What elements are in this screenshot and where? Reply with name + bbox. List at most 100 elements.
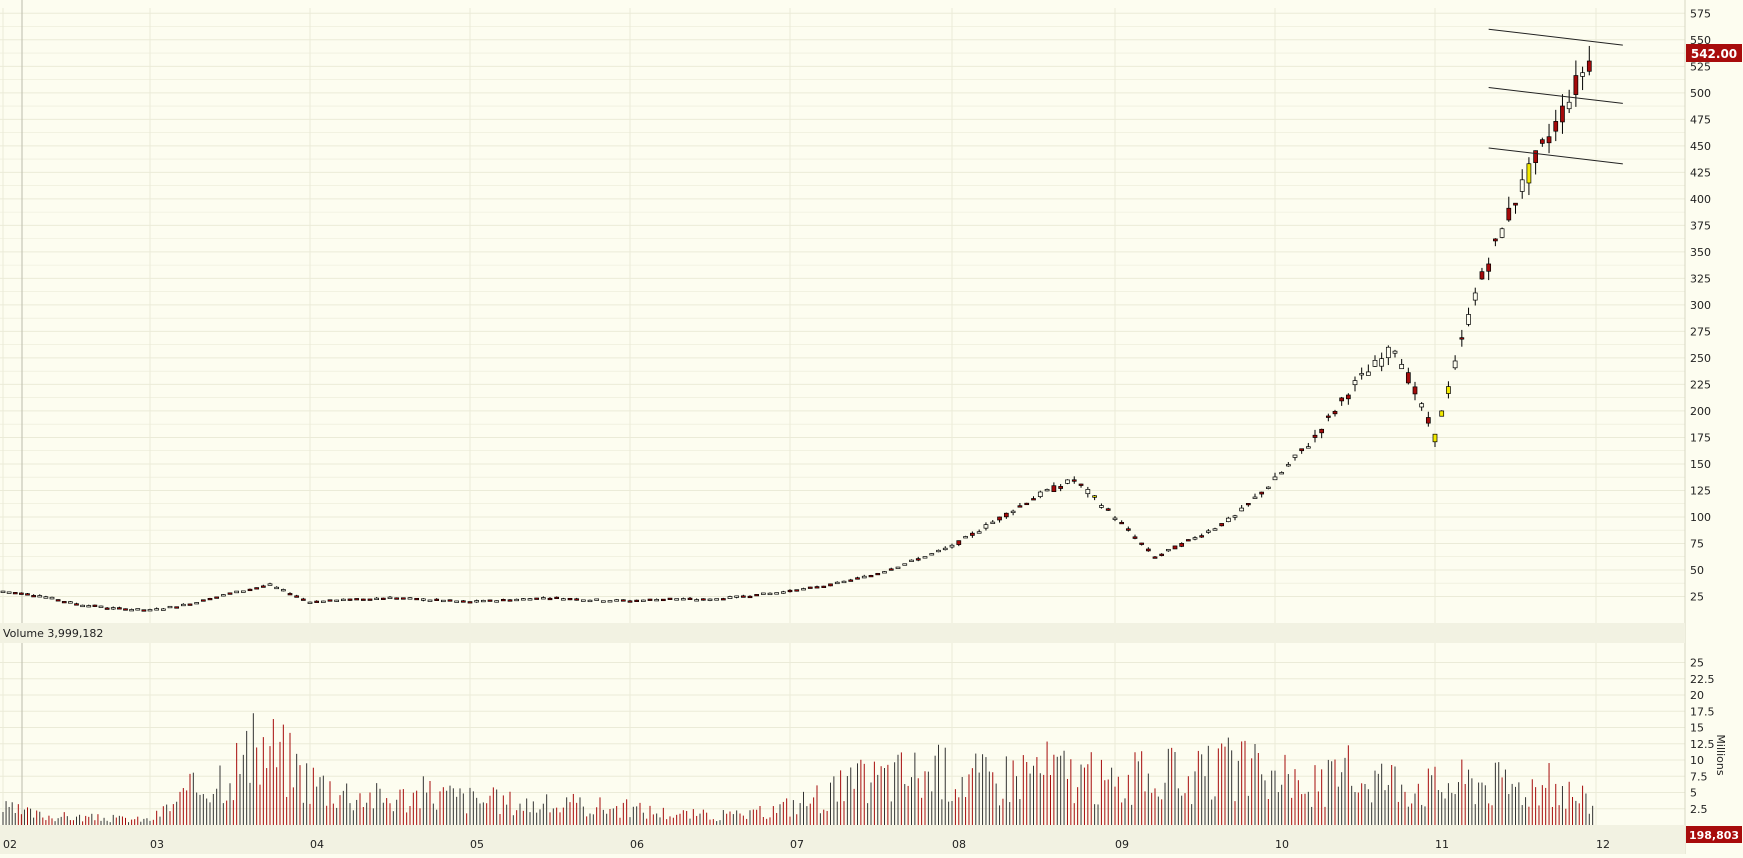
- volume-tick-label: 5: [1690, 787, 1697, 800]
- candle-body: [976, 531, 982, 534]
- volume-unit-label: Millions: [1714, 734, 1727, 775]
- candle-body: [1051, 485, 1057, 493]
- candle-body: [997, 516, 1002, 521]
- candle-body: [1099, 505, 1104, 508]
- candle-body: [454, 600, 460, 603]
- candle-body: [1279, 472, 1285, 475]
- candle-body: [214, 596, 220, 599]
- candle-body: [875, 572, 881, 576]
- candle-body: [841, 580, 847, 584]
- candle-body: [560, 598, 566, 601]
- grid-lines: [0, 0, 1686, 854]
- volume-tick-label: 10: [1690, 754, 1704, 767]
- candle-body: [1452, 360, 1458, 369]
- candle-body: [747, 595, 753, 599]
- candle-body: [1372, 360, 1378, 367]
- candle-body: [1299, 448, 1305, 452]
- candle-body: [1037, 491, 1043, 497]
- candle-body: [1499, 228, 1505, 238]
- candle-body: [1339, 397, 1345, 402]
- candle-body: [400, 597, 406, 600]
- candle-body: [1319, 428, 1325, 434]
- candle-body: [480, 599, 486, 603]
- candle-body: [1359, 373, 1365, 376]
- candle-body: [760, 592, 766, 595]
- price-tick-label: 125: [1690, 484, 1711, 497]
- candle-body: [1259, 491, 1265, 495]
- candle-body: [1265, 486, 1271, 489]
- candle-body: [1573, 75, 1579, 95]
- candle-body: [949, 544, 955, 548]
- price-tick-label: 525: [1690, 60, 1711, 73]
- volume-bars: [2, 713, 1594, 825]
- candle-body: [915, 558, 921, 561]
- candle-body: [1078, 483, 1084, 486]
- candle-body: [861, 575, 867, 579]
- candle-body: [240, 590, 246, 593]
- candle-body: [507, 599, 513, 602]
- candle-body: [1085, 489, 1091, 495]
- price-tick-label: 250: [1690, 352, 1711, 365]
- candle-body: [294, 595, 300, 598]
- candle-body: [1071, 479, 1077, 482]
- trend-line: [1488, 87, 1623, 104]
- candle-body: [700, 598, 706, 601]
- candle-body: [74, 603, 79, 606]
- candle-body: [267, 583, 273, 586]
- candle-body: [1586, 60, 1592, 72]
- candle-body: [167, 605, 173, 609]
- candle-body: [1172, 545, 1178, 550]
- candle-body: [1119, 521, 1125, 525]
- candle-body: [1526, 163, 1532, 184]
- candle-body: [104, 607, 110, 610]
- candle-body: [174, 606, 180, 609]
- x-axis-band: [0, 825, 1685, 854]
- volume-tick-label: 17.5: [1690, 705, 1715, 718]
- price-tick-label: 150: [1690, 458, 1711, 471]
- trend-line: [1488, 28, 1623, 46]
- candle-body: [1252, 496, 1258, 499]
- volume-badge-bg: [1686, 826, 1742, 843]
- candle-body: [234, 590, 240, 594]
- price-tick-label: 200: [1690, 405, 1711, 418]
- candle-body: [1145, 548, 1151, 552]
- candle-body: [520, 598, 526, 601]
- candle-body: [594, 598, 600, 601]
- candle-body: [260, 585, 266, 588]
- candle-body: [547, 597, 553, 601]
- candle-body: [98, 605, 104, 608]
- candle-body: [895, 566, 901, 569]
- candle-body: [434, 598, 440, 601]
- candle-body: [1192, 537, 1198, 540]
- candle-body: [254, 587, 260, 590]
- candle-body: [200, 599, 206, 602]
- candle-body: [1392, 350, 1398, 354]
- candle-body: [848, 579, 854, 582]
- x-tick-label: 09: [1115, 838, 1129, 851]
- candle-body: [970, 532, 975, 536]
- x-tick-label: 02: [3, 838, 17, 851]
- candle-body: [687, 597, 693, 601]
- candle-body: [1003, 512, 1009, 518]
- candle-body: [1479, 271, 1485, 280]
- candle-body: [540, 597, 546, 600]
- candle-body: [187, 603, 193, 606]
- candle-body: [1199, 535, 1205, 538]
- candle-body: [467, 601, 473, 604]
- candle-body: [1513, 202, 1518, 206]
- candle-body: [92, 604, 98, 607]
- volume-tick-label: 7.5: [1690, 770, 1708, 783]
- candle-body: [814, 586, 820, 589]
- price-tick-label: 550: [1690, 34, 1711, 47]
- candle-body: [660, 598, 666, 602]
- candle-body: [807, 586, 813, 589]
- price-tick-label: 50: [1690, 564, 1704, 577]
- candle-body: [574, 598, 580, 601]
- candle-body: [1285, 464, 1291, 467]
- price-tick-label: 500: [1690, 87, 1711, 100]
- candle-body: [1533, 150, 1538, 163]
- candle-body: [754, 594, 760, 597]
- candle-body: [123, 608, 128, 611]
- candle-body: [580, 599, 586, 602]
- candle-body: [627, 600, 633, 603]
